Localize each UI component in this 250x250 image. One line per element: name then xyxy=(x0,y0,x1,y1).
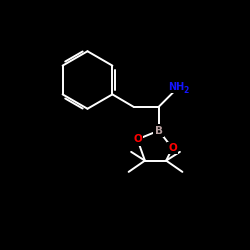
Text: O: O xyxy=(168,143,177,153)
Text: B: B xyxy=(155,126,163,136)
Text: O: O xyxy=(133,134,142,144)
Text: 2: 2 xyxy=(183,86,188,94)
Text: NH: NH xyxy=(168,82,184,92)
